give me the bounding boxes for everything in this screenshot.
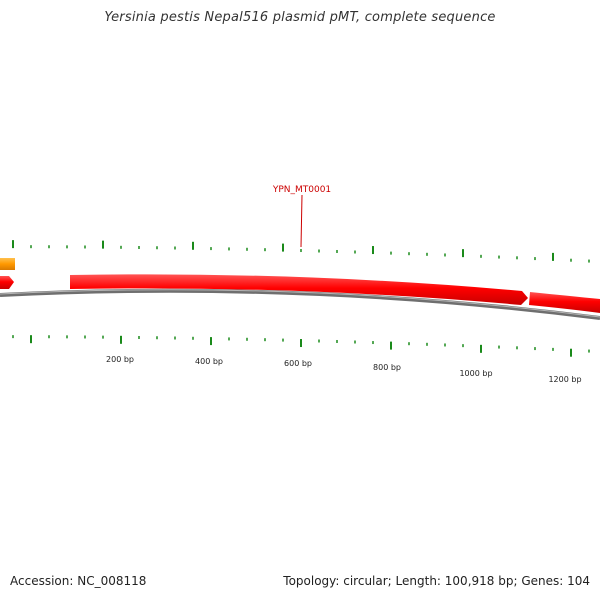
scale-label: 600 bp	[284, 359, 312, 368]
upper-tick-marks	[12, 240, 590, 263]
gene-arrow-left	[0, 276, 14, 289]
sequence-backbone	[0, 288, 600, 320]
gene-label: YPN_MT0001	[272, 185, 331, 195]
summary-text: Topology: circular; Length: 100,918 bp; …	[283, 574, 590, 588]
scale-label: 200 bp	[106, 355, 134, 364]
accession-text: Accession: NC_008118	[10, 574, 147, 588]
scale-label: 1000 bp	[459, 369, 492, 378]
gene-arrow-ypn-mt0001	[70, 274, 528, 305]
scale-label: 400 bp	[195, 357, 223, 366]
scale-labels: 200 bp 400 bp 600 bp 800 bp 1000 bp 1200 bp	[106, 355, 582, 384]
map-title: Yersinia pestis Nepal516 plasmid pMT, co…	[104, 10, 496, 25]
scale-label: 800 bp	[373, 363, 401, 372]
gene-arrow-right	[529, 292, 600, 313]
gene-label-pointer	[300, 194, 303, 248]
scale-label: 1200 bp	[548, 375, 581, 384]
lower-tick-marks	[12, 335, 590, 357]
orange-feature	[0, 258, 15, 270]
